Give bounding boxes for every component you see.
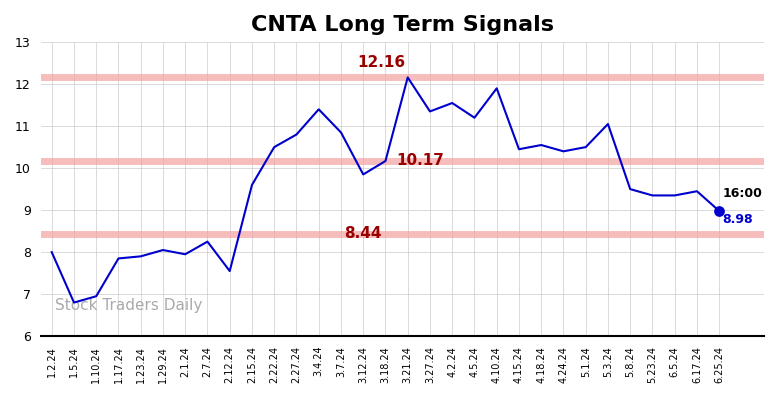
Text: 10.17: 10.17: [397, 154, 445, 168]
Text: 8.98: 8.98: [723, 213, 753, 226]
Text: 16:00: 16:00: [723, 187, 762, 201]
Point: [713, 208, 725, 214]
Text: 8.44: 8.44: [344, 226, 382, 241]
Title: CNTA Long Term Signals: CNTA Long Term Signals: [251, 15, 554, 35]
Text: Stock Traders Daily: Stock Traders Daily: [55, 298, 202, 313]
Text: 12.16: 12.16: [357, 55, 405, 70]
